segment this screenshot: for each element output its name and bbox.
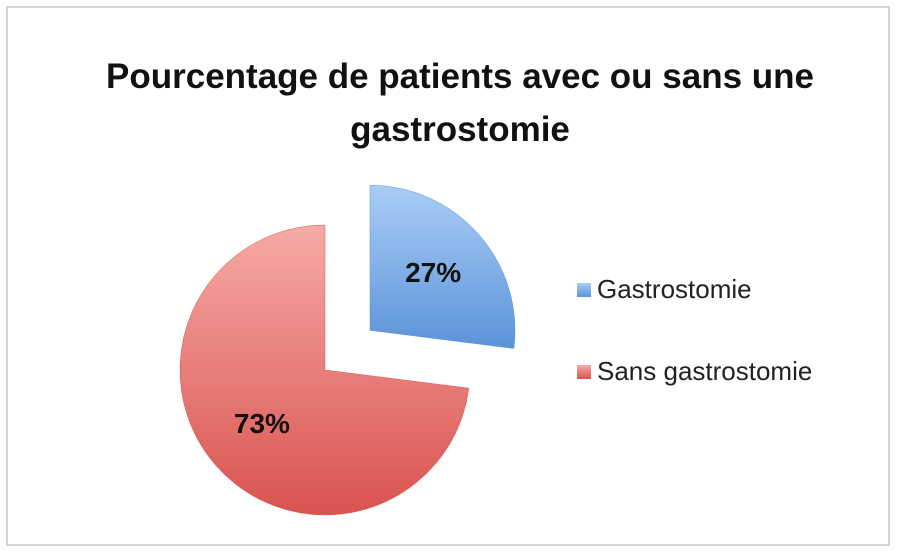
- legend-label: Gastrostomie: [597, 274, 752, 304]
- pie-slice: [369, 185, 516, 349]
- legend-swatch: [577, 365, 591, 379]
- legend-swatch: [577, 283, 591, 297]
- chart-frame: [6, 6, 890, 546]
- pie-slice: [179, 224, 470, 516]
- data-label: 73%: [234, 408, 290, 439]
- data-label: 27%: [405, 257, 461, 288]
- legend-label: Sans gastrostomie: [597, 356, 812, 386]
- chart-title: Pourcentage de patients avec ou sans une…: [106, 57, 814, 149]
